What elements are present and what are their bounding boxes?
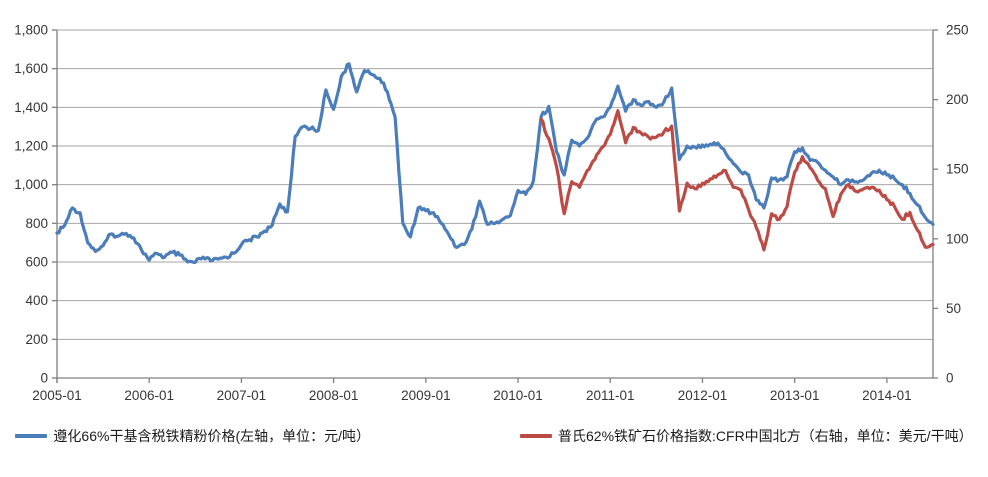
right-axis-tick-label: 250 bbox=[946, 23, 969, 38]
x-axis-tick-label: 2011-01 bbox=[586, 388, 635, 403]
x-axis-tick-label: 2012-01 bbox=[678, 388, 728, 403]
right-axis-tick-label: 0 bbox=[946, 371, 954, 386]
x-axis-tick-label: 2013-01 bbox=[770, 388, 820, 403]
legend-item-platts-index: 普氏62%铁矿石价格指数:CFR中国北方（右轴，单位：美元/干吨） bbox=[520, 426, 973, 446]
legend-label-zunhua-concentrate: 遵化66%干基含税铁精粉价格(左轴，单位：元/吨） bbox=[53, 428, 370, 444]
x-axis-tick-label: 2005-01 bbox=[32, 388, 82, 403]
left-axis-tick-label: 1,400 bbox=[14, 100, 48, 115]
chart-legend: 遵化66%干基含税铁精粉价格(左轴，单位：元/吨） 普氏62%铁矿石价格指数:C… bbox=[0, 426, 988, 446]
x-axis-tick-label: 2010-01 bbox=[493, 388, 543, 403]
legend-label-platts-index: 普氏62%铁矿石价格指数:CFR中国北方（右轴，单位：美元/干吨） bbox=[558, 428, 973, 444]
legend-swatch-red-line bbox=[520, 434, 552, 438]
x-axis-tick-label: 2014-01 bbox=[862, 388, 912, 403]
left-axis-tick-label: 1,800 bbox=[14, 23, 48, 38]
right-axis-tick-label: 150 bbox=[946, 162, 969, 177]
x-axis-tick-label: 2009-01 bbox=[401, 388, 451, 403]
right-axis-tick-label: 100 bbox=[946, 231, 969, 246]
right-axis-tick-label: 200 bbox=[946, 92, 969, 107]
left-axis-tick-label: 200 bbox=[25, 332, 48, 347]
blue-price-series-line bbox=[55, 62, 935, 264]
right-axis-tick-label: 50 bbox=[946, 301, 961, 316]
left-axis-tick-label: 0 bbox=[40, 371, 48, 386]
x-axis-tick-label: 2007-01 bbox=[217, 388, 267, 403]
left-axis-tick-label: 400 bbox=[25, 293, 48, 308]
legend-swatch-blue-line bbox=[15, 434, 48, 438]
legend-item-zunhua-concentrate: 遵化66%干基含税铁精粉价格(左轴，单位：元/吨） bbox=[15, 426, 370, 446]
left-axis-tick-label: 600 bbox=[25, 255, 48, 270]
left-axis-tick-label: 800 bbox=[25, 216, 48, 231]
x-axis-tick-label: 2008-01 bbox=[309, 388, 359, 403]
left-axis-tick-label: 1,200 bbox=[14, 139, 48, 154]
left-axis-tick-label: 1,600 bbox=[14, 61, 48, 76]
left-axis-tick-label: 1,000 bbox=[14, 177, 48, 192]
red-price-series-line bbox=[539, 109, 935, 252]
x-axis-tick-label: 2006-01 bbox=[124, 388, 174, 403]
